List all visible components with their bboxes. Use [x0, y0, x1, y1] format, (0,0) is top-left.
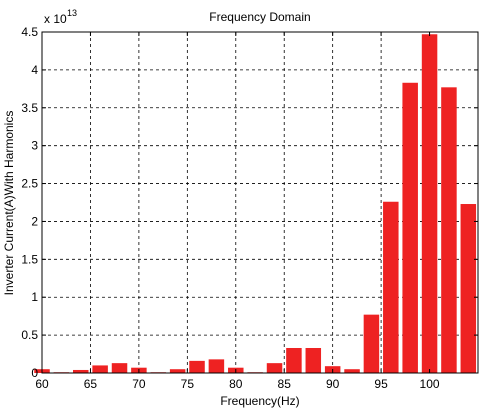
y-tick-labels: 0 0.5 1 1.5 2 2.5 3 3.5 4 4.5 — [21, 25, 38, 380]
plot-frame — [41, 31, 479, 374]
bar-96 — [383, 201, 399, 373]
x-tick-label-2: 70 — [132, 377, 146, 391]
bar-88 — [305, 347, 322, 373]
exponent-base: x 10 — [44, 12, 67, 26]
y-tick-label-5: 2.5 — [21, 177, 38, 191]
x-tick-label-8: 100 — [420, 377, 440, 391]
y-tick-label-2: 1 — [31, 290, 38, 304]
bar-100 — [421, 34, 438, 373]
bar-98 — [402, 82, 418, 373]
bar-66 — [92, 365, 108, 373]
bar-84 — [266, 363, 283, 373]
bar-68 — [111, 363, 128, 373]
x-tick-label-4: 80 — [229, 377, 243, 391]
y-tick-label-0: 0 — [31, 366, 38, 380]
bar-94 — [363, 314, 380, 373]
bar-76 — [189, 360, 205, 373]
chart-title: Frequency Domain — [209, 10, 310, 24]
bar-92 — [344, 369, 360, 373]
x-tick-label-6: 90 — [326, 377, 340, 391]
bar-86 — [286, 347, 302, 373]
bar-64 — [73, 369, 89, 373]
bar-74 — [169, 369, 186, 373]
exponent-power: 13 — [67, 8, 77, 18]
x-tick-label-0: 60 — [35, 377, 49, 391]
bar-78 — [208, 359, 225, 373]
axis-ticks — [41, 31, 478, 374]
bar-102 — [441, 87, 457, 373]
y-tick-label-7: 3.5 — [21, 101, 38, 115]
y-tick-label-9: 4.5 — [21, 25, 38, 39]
x-tick-label-3: 75 — [181, 377, 195, 391]
y-tick-label-6: 3 — [31, 139, 38, 153]
y-tick-label-3: 1.5 — [21, 252, 38, 266]
x-axis-label: Frequency(Hz) — [220, 394, 299, 408]
bar-104 — [460, 204, 477, 373]
x-tick-label-5: 85 — [278, 377, 292, 391]
x-tick-labels: 60 65 70 75 80 85 90 95 100 — [35, 377, 440, 391]
y-axis-label: Inverter Current(A)With Harmonics — [2, 111, 16, 296]
x-tick-label-7: 95 — [374, 377, 388, 391]
y-tick-label-8: 4 — [31, 63, 38, 77]
bars — [34, 34, 477, 373]
exponent-label: x 10 13 — [44, 8, 77, 26]
y-tick-label-1: 0.5 — [21, 328, 38, 342]
x-tick-label-1: 65 — [84, 377, 98, 391]
y-tick-label-4: 2 — [31, 214, 38, 228]
grid — [42, 32, 478, 373]
